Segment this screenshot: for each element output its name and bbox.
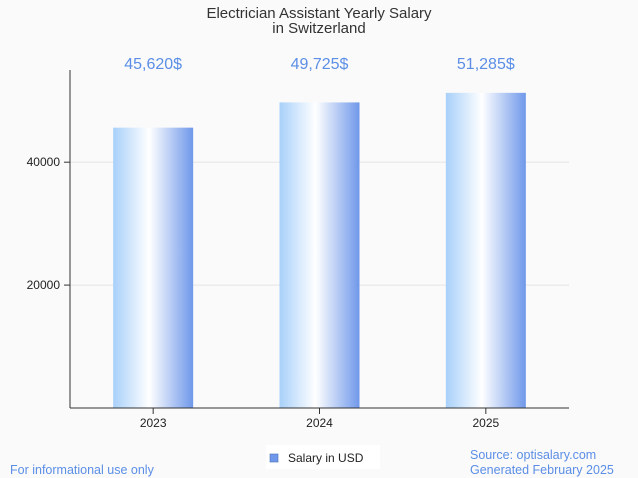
bar-2025[interactable] xyxy=(445,92,526,409)
value-label-2025: 51,285$ xyxy=(457,56,515,73)
x-tick-label: 2024 xyxy=(306,416,333,430)
legend[interactable]: Salary in USD xyxy=(266,445,380,469)
chart-title-line-1: Electrician Assistant Yearly Salary xyxy=(206,5,432,22)
value-label-2023: 45,620$ xyxy=(124,56,182,73)
bar-2023[interactable] xyxy=(113,127,194,409)
y-tick-labels: 20000 40000 xyxy=(27,155,70,292)
y-tick-label: 40000 xyxy=(27,155,61,169)
chart-title-line-2: in Switzerland xyxy=(272,20,365,37)
x-tick-label: 2025 xyxy=(472,416,499,430)
y-tick-label: 20000 xyxy=(27,278,61,292)
value-labels: 45,620$ 49,725$ 51,285$ xyxy=(124,56,515,73)
bars xyxy=(113,92,526,409)
footer-note: For informational use only xyxy=(10,463,154,477)
footer-generated: Generated February 2025 xyxy=(470,463,614,477)
legend-label-salary: Salary in USD xyxy=(288,451,364,465)
x-tick-labels: 2023 2024 2025 xyxy=(140,408,500,430)
legend-swatch-salary xyxy=(269,453,279,463)
bar-2024[interactable] xyxy=(279,102,360,409)
x-tick-label: 2023 xyxy=(140,416,167,430)
footer-source-block: Source: optisalary.com Generated Februar… xyxy=(470,448,614,478)
footer-source[interactable]: Source: optisalary.com xyxy=(470,448,597,462)
legend-box xyxy=(266,445,380,469)
value-label-2024: 49,725$ xyxy=(291,56,349,73)
